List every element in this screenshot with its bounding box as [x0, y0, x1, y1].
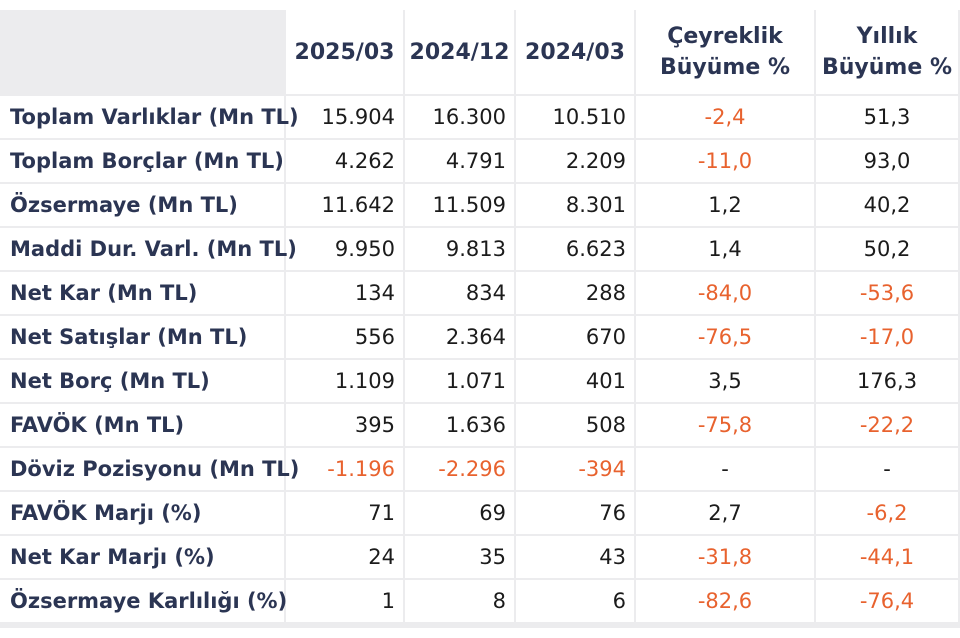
value-yearly-growth: -: [816, 448, 960, 492]
value-2024-03: 508: [516, 404, 636, 448]
row-label: Özsermaye Karlılığı (%): [0, 580, 287, 624]
row-label: Maddi Dur. Varl. (Mn TL): [0, 228, 297, 272]
quarterly-growth-line-2: Büyüme %: [660, 55, 790, 80]
column-header-2024-03: 2024/03: [516, 10, 636, 96]
value-2024-03: 43: [516, 536, 636, 580]
value-2024-12: 1.071: [405, 360, 516, 404]
header-row: 2025/03 2024/12 2024/03 Çeyreklik Büyüme…: [0, 10, 960, 96]
table-row: Toplam Varlıklar (Mn TL) 15.904 16.300 10.5…: [0, 96, 960, 140]
table-row: Net Kar Marjı (%) 24 35 43 -31,8 -44,1: [0, 536, 960, 580]
value-2024-12: 2.364: [405, 316, 516, 360]
value-quarterly-growth: 2,7: [636, 492, 816, 536]
value-2024-12: 834: [405, 272, 516, 316]
value-2024-12: 11.509: [405, 184, 516, 228]
value-quarterly-growth: -31,8: [636, 536, 816, 580]
value-2025-03: 1: [286, 580, 405, 624]
value-2024-12: 9.813: [405, 228, 516, 272]
column-header-2025-03: 2025/03: [286, 10, 405, 96]
corner-cell: [0, 10, 286, 96]
row-label: Net Kar Marjı (%): [0, 536, 286, 580]
table-body: Toplam Varlıklar (Mn TL) 15.904 16.300 10.5…: [0, 96, 960, 624]
value-quarterly-growth: -2,4: [636, 96, 816, 140]
value-2025-03: 15.904: [286, 96, 405, 140]
table-row: Net Borç (Mn TL) 1.109 1.071 401 3,5 176,3: [0, 360, 960, 404]
value-quarterly-growth: -82,6: [636, 580, 816, 624]
row-label: Net Borç (Mn TL): [0, 360, 286, 404]
yearly-growth-line-1: Yıllık: [856, 24, 918, 49]
value-quarterly-growth: 1,2: [636, 184, 816, 228]
value-2025-03: 71: [286, 492, 405, 536]
value-2024-03: 288: [516, 272, 636, 316]
yearly-growth-line-2: Büyüme %: [822, 55, 952, 80]
value-2024-12: 16.300: [405, 96, 516, 140]
value-2024-03: -394: [516, 448, 636, 492]
value-2024-03: 76: [516, 492, 636, 536]
value-yearly-growth: 51,3: [816, 96, 960, 140]
financial-summary-table: 2025/03 2024/12 2024/03 Çeyreklik Büyüme…: [0, 10, 960, 624]
value-yearly-growth: -22,2: [816, 404, 960, 448]
value-2024-12: 4.791: [405, 140, 516, 184]
value-yearly-growth: -6,2: [816, 492, 960, 536]
column-header-2024-12: 2024/12: [405, 10, 516, 96]
table-row: Toplam Borçlar (Mn TL) 4.262 4.791 2.209 -11…: [0, 140, 960, 184]
value-2025-03: 11.642: [286, 184, 405, 228]
value-2025-03: 9.950: [286, 228, 405, 272]
value-quarterly-growth: -75,8: [636, 404, 816, 448]
value-2024-03: 401: [516, 360, 636, 404]
table-row: Maddi Dur. Varl. (Mn TL) 9.950 9.813 6.623 1…: [0, 228, 960, 272]
row-label: Net Satışlar (Mn TL): [0, 316, 286, 360]
table-row: FAVÖK Marjı (%) 71 69 76 2,7 -6,2: [0, 492, 960, 536]
row-label: Net Kar (Mn TL): [0, 272, 286, 316]
table-row: Net Kar (Mn TL) 134 834 288 -84,0 -53,6: [0, 272, 960, 316]
value-2024-03: 2.209: [516, 140, 636, 184]
financial-summary-table-container: 2025/03 2024/12 2024/03 Çeyreklik Büyüme…: [0, 10, 960, 628]
value-yearly-growth: -17,0: [816, 316, 960, 360]
table-row: Özsermaye Karlılığı (%) 1 8 6 -82,6 -76,4: [0, 580, 960, 624]
table-row: Döviz Pozisyonu (Mn TL) -1.196 -2.296 -394-…: [0, 448, 960, 492]
quarterly-growth-line-1: Çeyreklik: [667, 24, 783, 49]
value-2025-03: -1.196: [286, 448, 405, 492]
value-yearly-growth: 93,0: [816, 140, 960, 184]
value-2025-03: 4.262: [286, 140, 405, 184]
value-yearly-growth: -53,6: [816, 272, 960, 316]
row-label: FAVÖK (Mn TL): [0, 404, 286, 448]
value-yearly-growth: -44,1: [816, 536, 960, 580]
value-quarterly-growth: -: [636, 448, 816, 492]
value-2024-12: 8: [405, 580, 516, 624]
value-2024-03: 6.623: [516, 228, 636, 272]
value-2024-12: 35: [405, 536, 516, 580]
value-2024-12: -2.296: [405, 448, 516, 492]
value-quarterly-growth: 3,5: [636, 360, 816, 404]
value-quarterly-growth: -84,0: [636, 272, 816, 316]
value-2025-03: 1.109: [286, 360, 405, 404]
value-2024-12: 1.636: [405, 404, 516, 448]
value-2025-03: 24: [286, 536, 405, 580]
row-label: Toplam Varlıklar (Mn TL): [0, 96, 299, 140]
table-row: Net Satışlar (Mn TL) 556 2.364 670 -76,5 -17,…: [0, 316, 960, 360]
value-2024-03: 8.301: [516, 184, 636, 228]
value-yearly-growth: 40,2: [816, 184, 960, 228]
row-label: Özsermaye (Mn TL): [0, 184, 286, 228]
row-label: Döviz Pozisyonu (Mn TL): [0, 448, 299, 492]
value-yearly-growth: -76,4: [816, 580, 960, 624]
table-row: Özsermaye (Mn TL) 11.642 11.509 8.301 1,2 40,…: [0, 184, 960, 228]
value-yearly-growth: 176,3: [816, 360, 960, 404]
column-header-quarterly-growth: Çeyreklik Büyüme %: [636, 10, 816, 96]
value-yearly-growth: 50,2: [816, 228, 960, 272]
row-label: Toplam Borçlar (Mn TL): [0, 140, 286, 184]
value-2024-12: 69: [405, 492, 516, 536]
value-2024-03: 10.510: [516, 96, 636, 140]
table-row: FAVÖK (Mn TL) 395 1.636 508 -75,8 -22,2: [0, 404, 960, 448]
column-header-yearly-growth: Yıllık Büyüme %: [816, 10, 960, 96]
value-2025-03: 134: [286, 272, 405, 316]
value-2025-03: 556: [286, 316, 405, 360]
value-quarterly-growth: -76,5: [636, 316, 816, 360]
row-label: FAVÖK Marjı (%): [0, 492, 286, 536]
value-2025-03: 395: [286, 404, 405, 448]
value-2024-03: 6: [516, 580, 636, 624]
value-quarterly-growth: 1,4: [636, 228, 816, 272]
value-2024-03: 670: [516, 316, 636, 360]
value-quarterly-growth: -11,0: [636, 140, 816, 184]
